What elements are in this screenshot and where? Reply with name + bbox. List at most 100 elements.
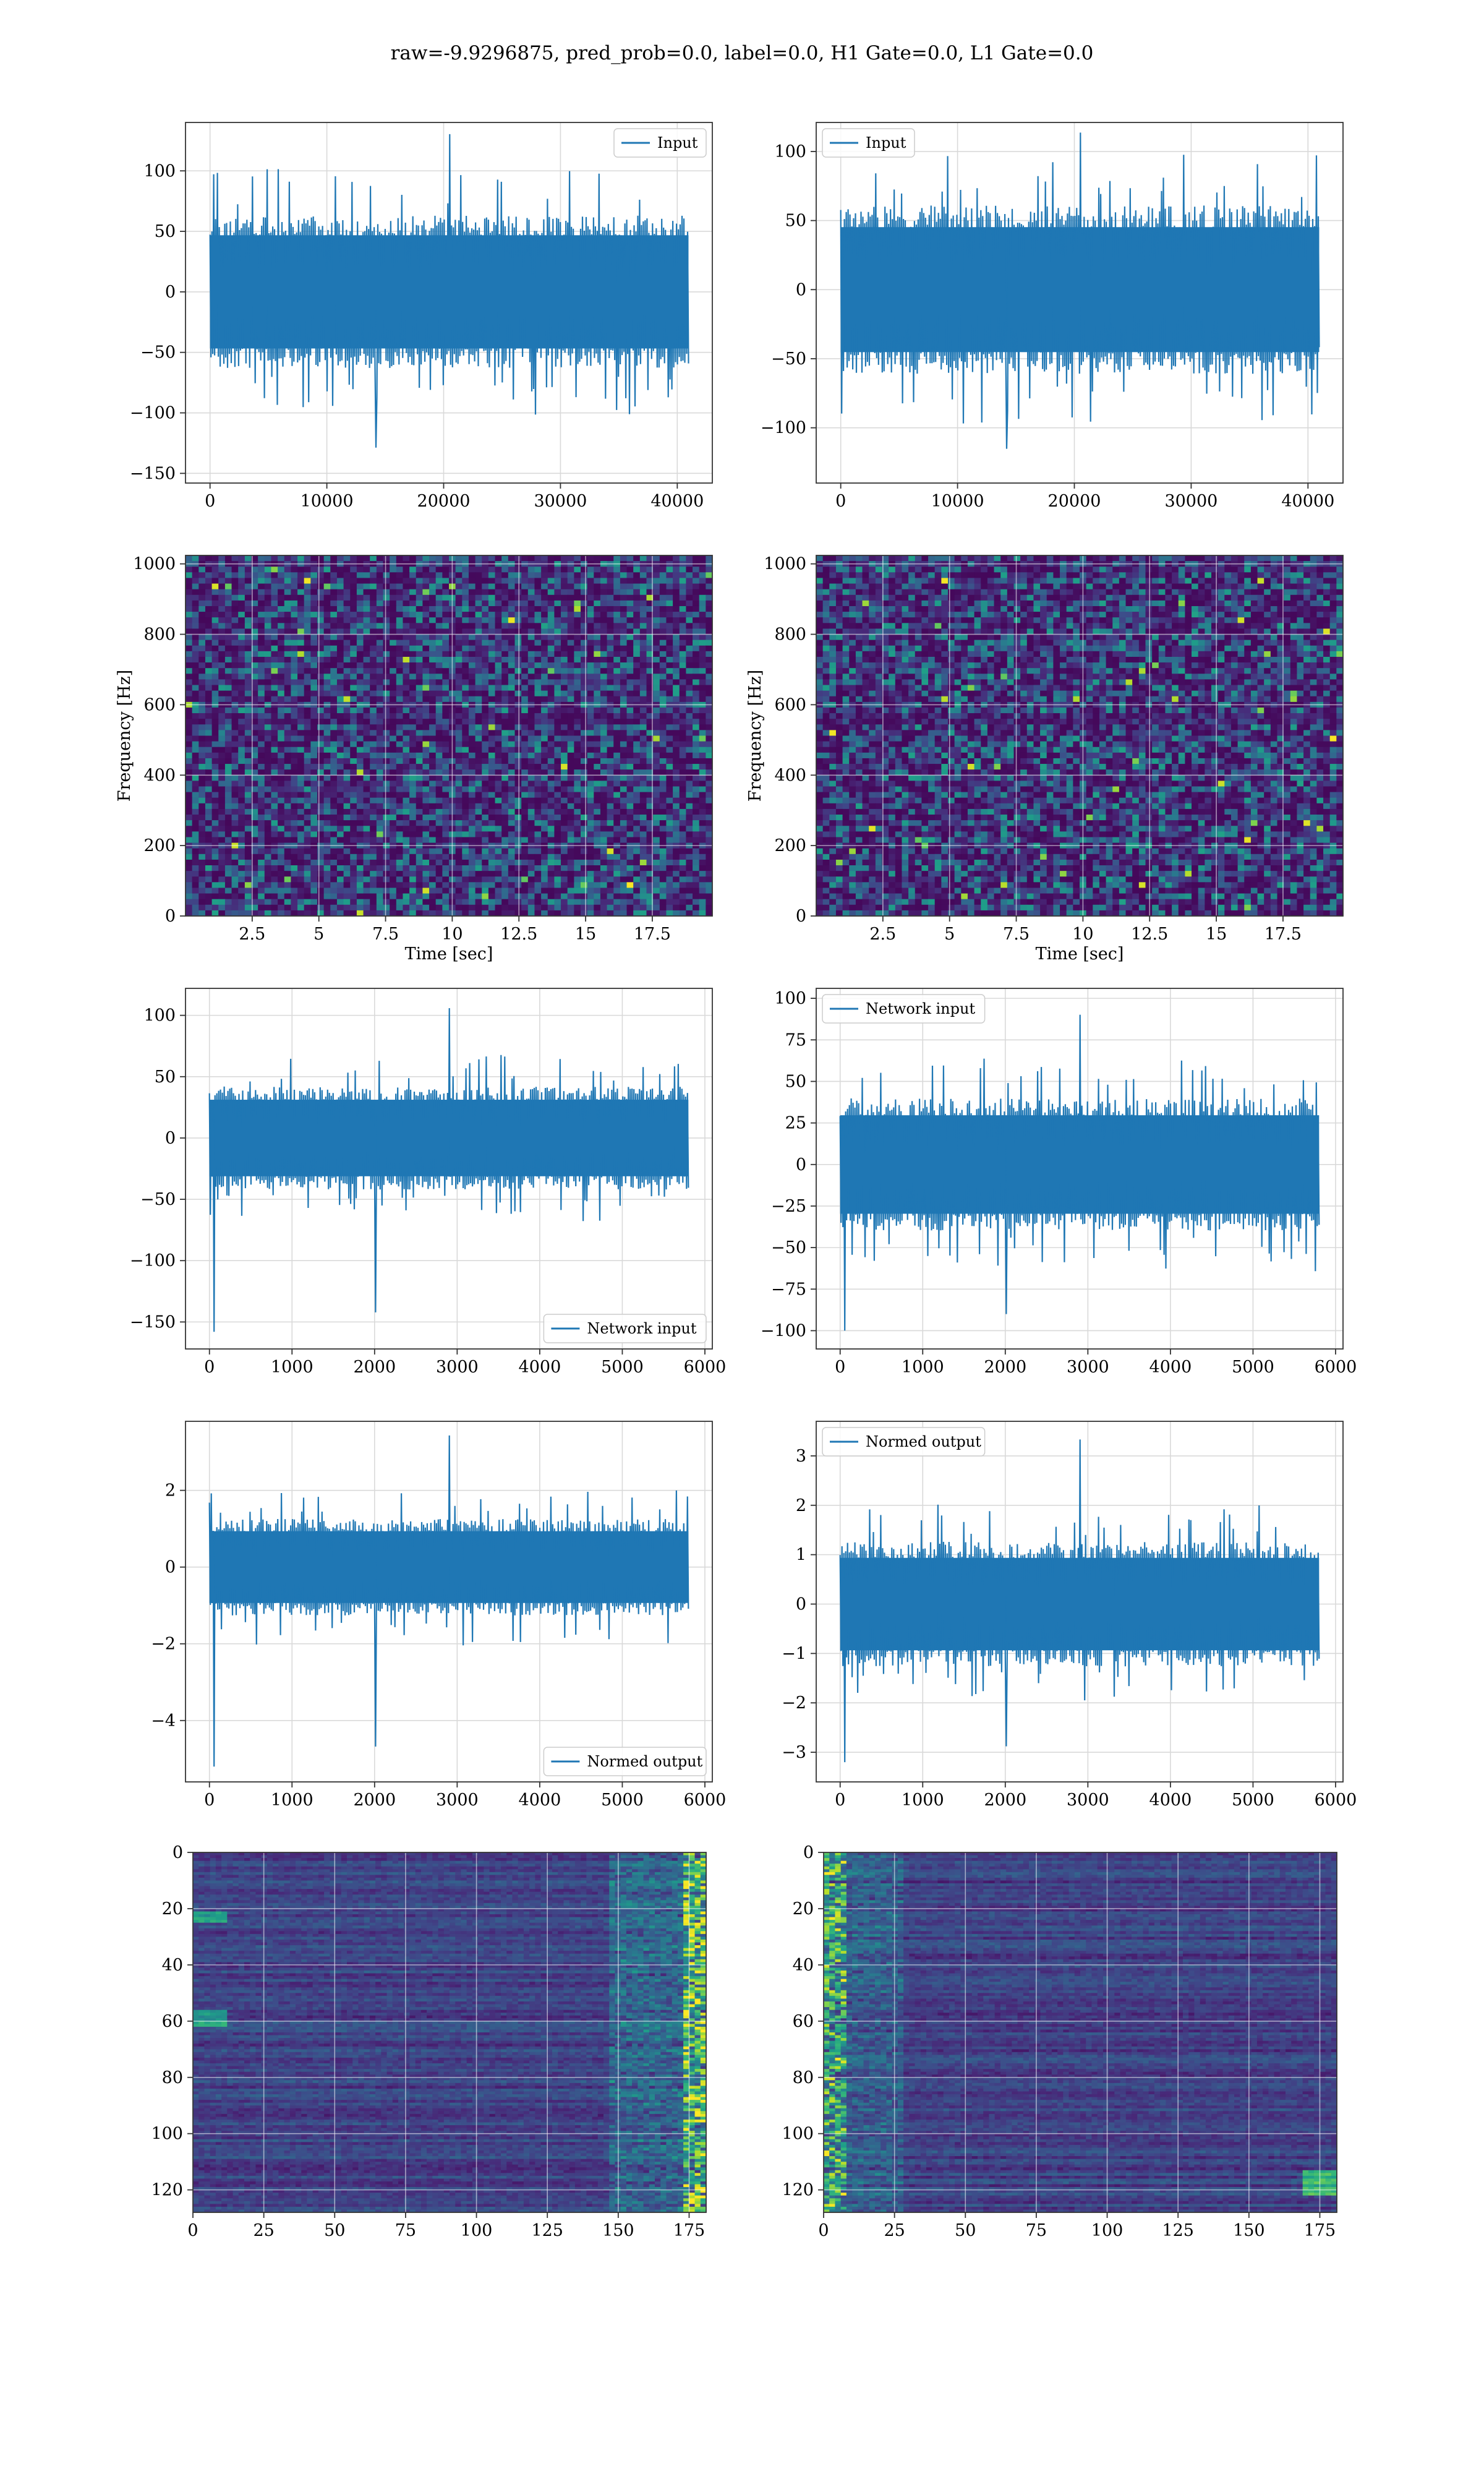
heatmap-cell <box>587 589 594 596</box>
heatmap-cell <box>462 645 469 652</box>
heatmap-cell <box>376 758 384 764</box>
heatmap-cell <box>409 707 417 714</box>
heatmap-cell <box>211 865 219 871</box>
heatmap-cell <box>455 623 463 630</box>
heatmap-cell <box>653 752 660 759</box>
heatmap-cell <box>574 792 581 798</box>
heatmap-cell <box>231 567 239 573</box>
heatmap-cell <box>336 674 344 680</box>
heatmap-cell <box>390 567 397 573</box>
heatmap-cell <box>607 645 614 652</box>
heatmap-cell <box>587 707 594 714</box>
heatmap-cell <box>211 583 219 590</box>
heatmap-cell <box>258 634 265 641</box>
heatmap-cell <box>363 775 370 781</box>
heatmap-cell <box>501 623 509 630</box>
heatmap-cell <box>264 837 272 844</box>
heatmap-cell <box>521 674 529 680</box>
heatmap-cell <box>581 707 588 714</box>
heatmap-cell <box>693 848 700 855</box>
heatmap-cell <box>218 808 226 815</box>
heatmap-cell <box>508 612 516 618</box>
heatmap-cell <box>304 775 311 781</box>
heatmap-cell <box>653 713 660 719</box>
heatmap-cell <box>396 589 404 596</box>
heatmap-cell <box>673 674 680 680</box>
heatmap-cell <box>527 859 535 866</box>
heatmap-cell <box>271 623 278 630</box>
heatmap-cell <box>626 640 634 646</box>
heatmap-cell <box>396 696 404 703</box>
heatmap-cell <box>600 871 608 877</box>
heatmap-cell <box>521 612 529 618</box>
heatmap-cell <box>613 645 621 652</box>
heatmap-cell <box>356 662 364 669</box>
heatmap-cell <box>561 859 568 866</box>
heatmap-cell <box>186 758 193 764</box>
heatmap-cell <box>429 583 437 590</box>
heatmap-cell <box>547 567 555 573</box>
heatmap-cell <box>455 674 463 680</box>
heatmap-cell <box>541 831 548 838</box>
heatmap-cell <box>396 707 404 714</box>
heatmap-cell <box>534 820 542 826</box>
heatmap-cell <box>396 628 404 635</box>
heatmap-cell <box>468 865 476 871</box>
heatmap-cell <box>547 803 555 810</box>
heatmap-cell <box>264 769 272 776</box>
heatmap-cell <box>442 871 450 877</box>
heatmap-cell <box>639 600 647 607</box>
heatmap-cell <box>390 612 397 618</box>
heatmap-cell <box>330 803 338 810</box>
heatmap-cell <box>495 668 502 674</box>
heatmap-cell <box>679 696 686 703</box>
heatmap-cell <box>639 882 647 889</box>
heatmap-cell <box>198 685 206 691</box>
heatmap-cell <box>626 769 634 776</box>
heatmap-cell <box>356 808 364 815</box>
heatmap-cell <box>468 775 476 781</box>
heatmap-cell <box>666 600 673 607</box>
heatmap-cell <box>679 865 686 871</box>
heatmap-cell <box>521 634 529 641</box>
heatmap-cell <box>706 713 712 719</box>
heatmap-cell <box>409 848 417 855</box>
heatmap-cell <box>693 747 700 753</box>
heatmap-cell <box>673 583 680 590</box>
heatmap-cell <box>659 882 667 889</box>
heatmap-cell <box>310 837 318 844</box>
heatmap-cell <box>244 831 252 838</box>
heatmap-cell <box>659 808 667 815</box>
heatmap-cell <box>455 594 463 601</box>
heatmap-cell <box>218 589 226 596</box>
heatmap-cell <box>567 888 574 894</box>
heatmap-cell <box>613 808 621 815</box>
heatmap-cell <box>488 651 496 657</box>
heatmap-cell <box>258 583 265 590</box>
heatmap-cell <box>231 741 239 748</box>
heatmap-cell <box>258 685 265 691</box>
heatmap-cell <box>383 826 390 832</box>
heatmap-cell <box>390 848 397 855</box>
heatmap-cell <box>356 769 364 776</box>
heatmap-cell <box>192 848 199 855</box>
heatmap-cell <box>521 640 529 646</box>
heatmap-cell <box>317 735 325 742</box>
heatmap-cell <box>706 583 712 590</box>
heatmap-cell <box>271 735 278 742</box>
heatmap-cell <box>541 600 548 607</box>
heatmap-cell <box>547 724 555 730</box>
heatmap-cell <box>646 640 654 646</box>
heatmap-cell <box>468 752 476 759</box>
heatmap-cell <box>534 882 542 889</box>
heatmap-cell <box>376 555 384 562</box>
heatmap-cell <box>646 578 654 584</box>
heatmap-cell <box>271 803 278 810</box>
heatmap-cell <box>251 623 258 630</box>
heatmap-cell <box>429 769 437 776</box>
heatmap-cell <box>258 628 265 635</box>
heatmap-cell <box>409 764 417 770</box>
heatmap-cell <box>429 707 437 714</box>
heatmap-cell <box>218 747 226 753</box>
heatmap-cell <box>383 792 390 798</box>
